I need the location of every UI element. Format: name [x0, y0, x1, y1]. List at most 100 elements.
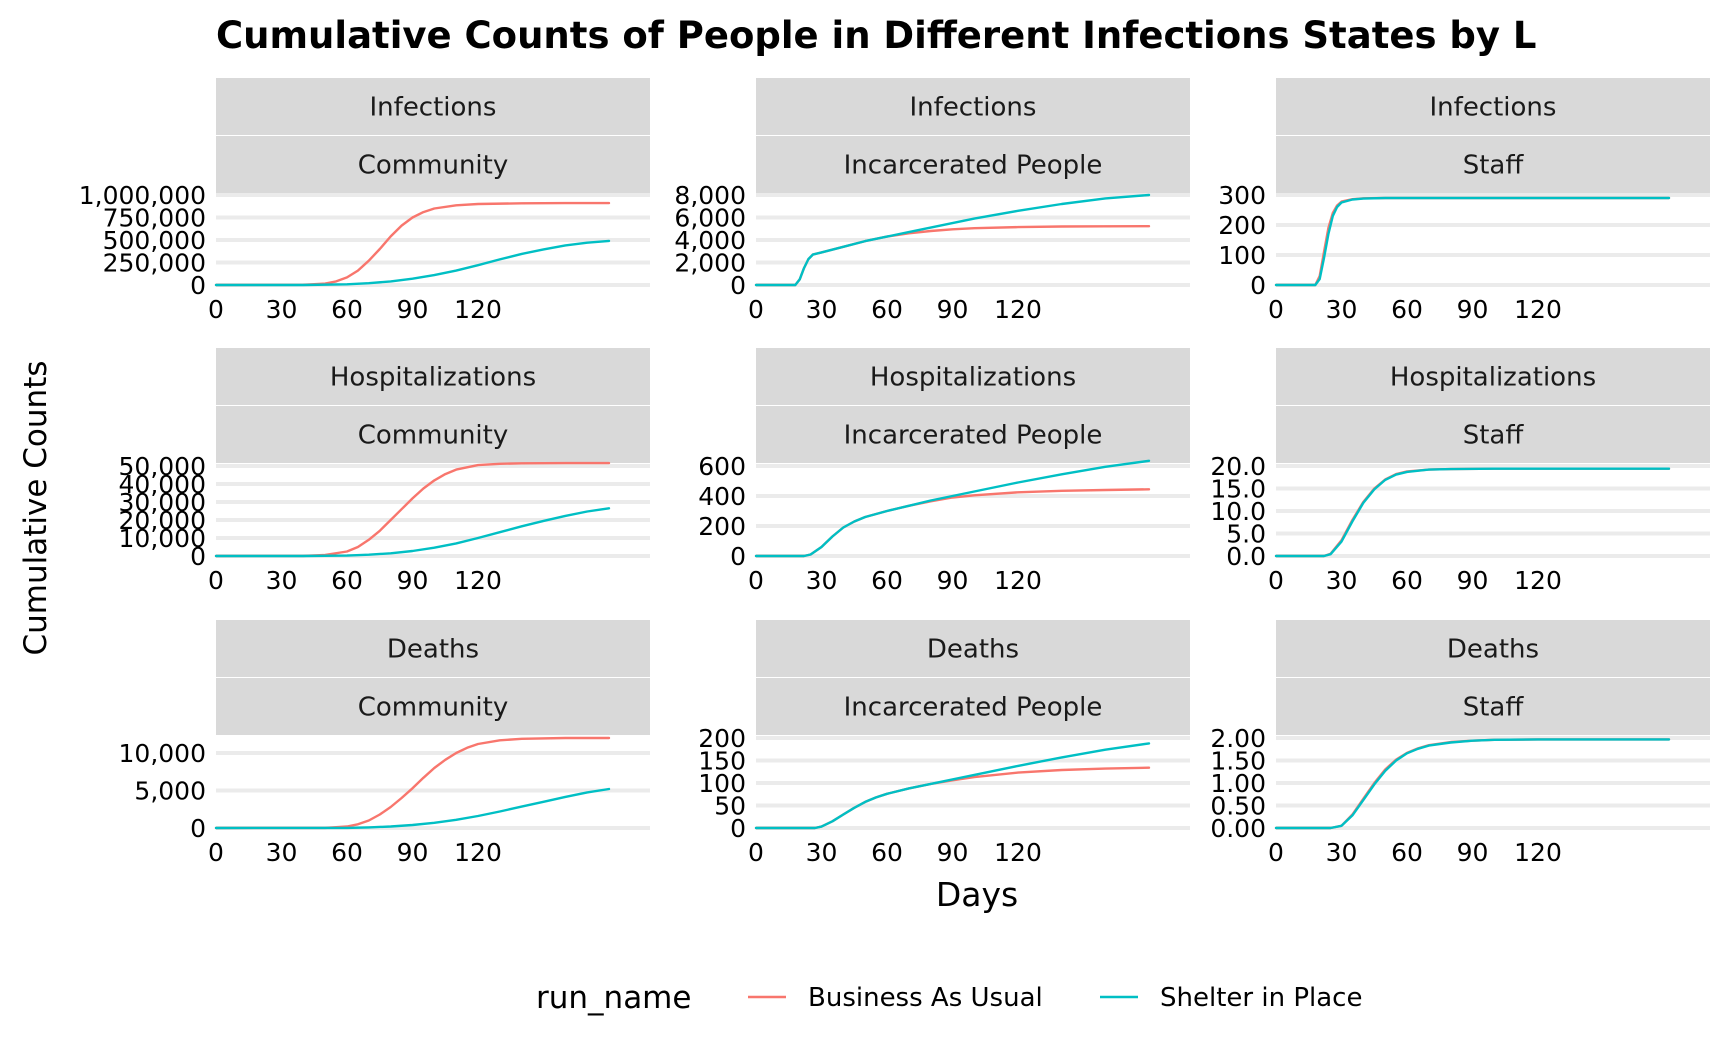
x-tick-label: 120 [1514, 566, 1562, 595]
strip-col-infections-incarcerated-people [756, 136, 1190, 193]
series-line-shelter-in-place [754, 742, 1151, 830]
x-tick-label: 90 [397, 566, 429, 595]
strip-col-label: Community [358, 151, 508, 181]
x-tick-label: 60 [871, 838, 903, 867]
x-tick-label: 120 [994, 295, 1042, 324]
x-tick-label: 90 [397, 838, 429, 867]
strip-row-hospitalizations-staff [1276, 348, 1710, 405]
y-tick-label: 200 [698, 512, 746, 541]
y-tick-label: 10,000 [119, 524, 206, 553]
x-tick-label: 120 [994, 838, 1042, 867]
x-tick-label: 120 [1514, 838, 1562, 867]
x-tick-label: 30 [266, 295, 298, 324]
strip-col-label: Community [358, 421, 508, 451]
y-tick-label: 20.0 [1210, 452, 1266, 481]
y-tick-label: 0.0 [1226, 542, 1266, 571]
y-tick-label: 1.00 [1210, 769, 1266, 798]
strip-col-hospitalizations-community [216, 406, 650, 463]
x-tick-label: 60 [1391, 566, 1423, 595]
y-tick-label: 5,000 [134, 777, 206, 806]
strip-col-deaths-community [216, 678, 650, 735]
series-line-shelter-in-place [214, 507, 611, 558]
series-line-shelter-in-place [754, 459, 1151, 558]
series-line-shelter-in-place [214, 239, 611, 287]
y-tick-label: 4,000 [674, 226, 746, 255]
strip-col-label: Incarcerated People [844, 151, 1103, 181]
series-line-shelter-in-place [214, 787, 611, 830]
y-tick-label: 750,000 [103, 204, 206, 233]
y-tick-label: 250,000 [103, 249, 206, 278]
x-tick-label: 0 [748, 566, 764, 595]
strip-col-label: Staff [1463, 151, 1525, 181]
x-tick-label: 60 [1391, 838, 1423, 867]
chart-title: Cumulative Counts of People in Different… [216, 14, 1536, 57]
panel-hospitalizations-incarcerated-people: Hospitalizations Incarcerated People 02004… [698, 348, 1190, 595]
series-line-business-as-usual [214, 736, 611, 830]
strip-col-label: Staff [1463, 693, 1525, 723]
strip-row-label: Hospitalizations [330, 363, 536, 393]
strip-row-label: Deaths [387, 635, 479, 665]
series-line-shelter-in-place [1274, 738, 1671, 830]
y-tick-label: 600 [698, 452, 746, 481]
panel-deaths-community: Deaths Community 0 5,000 10,000 0 30 60 90 120 [119, 620, 650, 867]
facet-panels: InfectionsCommunity0250,000500,000750,00… [79, 78, 1710, 867]
y-tick-label: 20,000 [119, 506, 206, 535]
y-tick-label: 10,000 [119, 739, 206, 768]
x-tick-label: 120 [994, 566, 1042, 595]
strip-row-infections-incarcerated-people [756, 78, 1190, 135]
x-tick-label: 120 [454, 566, 502, 595]
x-tick-label: 60 [871, 295, 903, 324]
strip-col-infections-staff [1276, 136, 1710, 193]
x-tick-label: 60 [331, 295, 363, 324]
strip-row-label: Infections [1430, 93, 1557, 123]
panel-deaths-staff: Deaths Staff 0.000.501.001.502.00 0 30 60 90 12… [1210, 620, 1710, 867]
x-tick-label: 0 [208, 295, 224, 324]
strip-col-infections-community [216, 136, 650, 193]
x-tick-label: 0 [208, 566, 224, 595]
strip-row-infections-community [216, 78, 650, 135]
x-tick-label: 30 [806, 566, 838, 595]
y-tick-label: 50 [714, 792, 746, 821]
strip-row-infections-staff [1276, 78, 1710, 135]
y-tick-label: 10.0 [1210, 497, 1266, 526]
y-tick-label: 300 [1218, 181, 1266, 210]
y-tick-label: 200 [1218, 211, 1266, 240]
legend: run_name Business As Usual Shelter in Pl… [536, 980, 1362, 1016]
x-tick-label: 90 [937, 566, 969, 595]
y-tick-label: 0 [190, 542, 206, 571]
x-tick-label: 120 [454, 838, 502, 867]
x-tick-label: 30 [806, 295, 838, 324]
y-tick-label: 150 [698, 747, 746, 776]
panel-infections-incarcerated-people: Infections Incarcerated People 02,0004,000… [674, 78, 1190, 324]
x-tick-label: 30 [1326, 566, 1358, 595]
y-tick-label: 0 [190, 271, 206, 300]
x-tick-label: 0 [208, 838, 224, 867]
y-tick-label: 100 [1218, 241, 1266, 270]
strip-row-label: Infections [370, 93, 497, 123]
series-line-business-as-usual [214, 461, 611, 558]
y-tick-label: 8,000 [674, 181, 746, 210]
y-tick-label: 0 [730, 542, 746, 571]
y-tick-label: 0 [730, 814, 746, 843]
strip-col-label: Community [358, 693, 508, 723]
series-line-shelter-in-place [1274, 467, 1671, 558]
y-tick-label: 100 [698, 769, 746, 798]
x-tick-label: 0 [1268, 838, 1284, 867]
strip-row-label: Hospitalizations [1390, 363, 1596, 393]
y-tick-label: 0 [1250, 271, 1266, 300]
x-tick-label: 30 [266, 566, 298, 595]
legend-title: run_name [536, 980, 691, 1016]
strip-row-hospitalizations-community [216, 348, 650, 405]
series-line-business-as-usual [214, 201, 611, 287]
x-tick-label: 120 [454, 295, 502, 324]
x-tick-label: 60 [331, 838, 363, 867]
x-axis-title: Days [936, 875, 1018, 914]
x-tick-label: 90 [397, 295, 429, 324]
strip-col-deaths-incarcerated-people [756, 678, 1190, 735]
x-tick-label: 60 [871, 566, 903, 595]
x-tick-label: 90 [937, 838, 969, 867]
x-tick-label: 120 [1514, 295, 1562, 324]
panel-hospitalizations-staff: Hospitalizations Staff 0.05.010.015.020.0 0… [1210, 348, 1710, 595]
